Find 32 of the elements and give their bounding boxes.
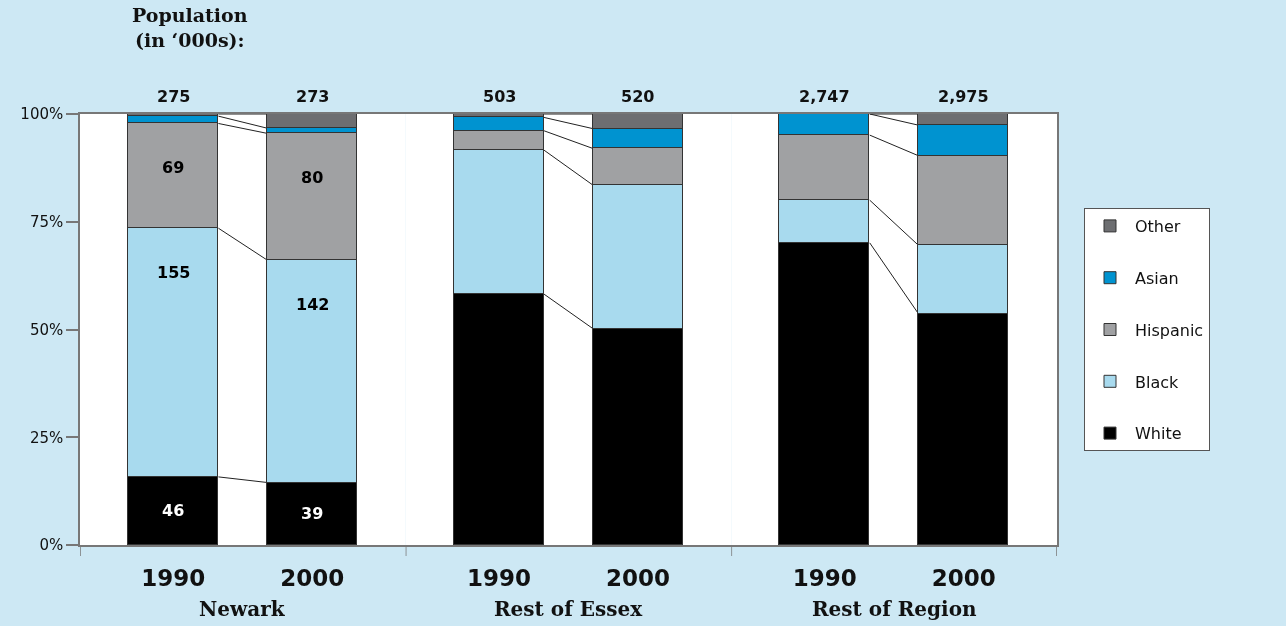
x-axis-title: Rest of Region xyxy=(812,597,977,621)
annotation: 142 xyxy=(296,295,330,314)
annotation: 2,747 xyxy=(799,87,850,106)
annotation: 520 xyxy=(621,87,655,106)
y-tick-label: 25% xyxy=(29,428,64,447)
annotation: 503 xyxy=(483,87,517,106)
legend-label: Other xyxy=(1135,217,1181,237)
legend-label: Black xyxy=(1135,372,1180,392)
x-tick-label: 2000 xyxy=(931,565,996,592)
legend-label: White xyxy=(1135,424,1182,444)
annotation: 80 xyxy=(301,168,324,187)
annotation: 2,975 xyxy=(938,87,989,106)
x-tick-label: 2000 xyxy=(605,565,670,592)
x-tick-label: 1990 xyxy=(467,565,532,592)
y-tick-label: 50% xyxy=(29,320,64,339)
annotation: 39 xyxy=(301,504,324,523)
annotation: 155 xyxy=(157,263,191,282)
legend-label: Hispanic xyxy=(1135,320,1204,340)
x-axis-title: Newark xyxy=(199,597,286,621)
y-tick-label: 75% xyxy=(29,213,64,231)
text: Population (in ‘000s): xyxy=(132,4,248,51)
annotation: 273 xyxy=(296,87,330,106)
x-tick-label: 2000 xyxy=(280,565,345,592)
y-tick-label: 100% xyxy=(20,105,64,124)
legend-label: Asian xyxy=(1135,268,1179,288)
x-tick-label: 1990 xyxy=(792,565,857,592)
annotation: 46 xyxy=(162,501,185,520)
x-tick-label: 1990 xyxy=(141,565,206,592)
y-tick-label: 0% xyxy=(39,536,64,555)
annotation: 69 xyxy=(162,158,185,177)
x-axis-title: Rest of Essex xyxy=(494,597,644,621)
annotation: 275 xyxy=(157,87,191,106)
